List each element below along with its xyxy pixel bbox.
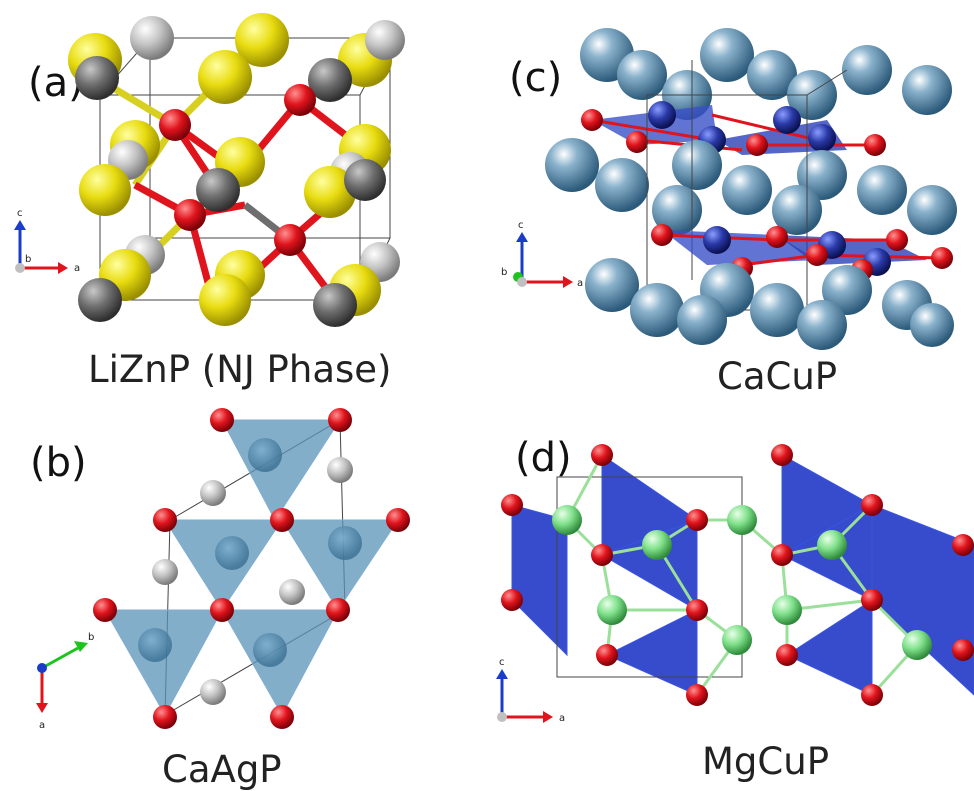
axis-label-c: c: [499, 657, 505, 668]
axes-indicator-b: a b: [36, 632, 94, 731]
panel-b: (b): [0, 395, 487, 791]
crystal-structure-a: c a b: [14, 13, 405, 327]
axis-label-a: a: [559, 713, 565, 724]
panel-c: (c): [487, 0, 974, 398]
unit-cell-d: [556, 476, 743, 678]
atoms-c-mid: [545, 138, 957, 235]
polyhedra-d: [511, 454, 974, 696]
axis-label-c: c: [17, 208, 23, 219]
axes-indicator-a: c a b: [14, 208, 80, 274]
axis-label-b: b: [88, 632, 94, 643]
atoms-a: [68, 13, 405, 327]
caption-b: CaAgP: [162, 748, 282, 791]
axis-label-b: b: [501, 267, 507, 278]
axis-label-a: a: [74, 263, 80, 274]
axes-indicator-c: c a b: [501, 220, 583, 289]
layer-c-1: [581, 101, 886, 156]
panel-label-c: (c): [509, 55, 563, 101]
crystal-structure-c: c a b: [501, 28, 957, 350]
axis-label-a: a: [577, 278, 583, 289]
panel-label-d: (d): [515, 435, 572, 481]
axes-indicator-d: c a: [496, 657, 565, 724]
caption-a: LiZnP (NJ Phase): [88, 348, 392, 391]
atoms-c-top: [580, 28, 952, 120]
atoms-c-bottom: [585, 258, 954, 350]
caption-c: CaCuP: [717, 355, 838, 398]
crystal-structure-b: a b: [36, 408, 410, 731]
crystal-structure-d: c a: [496, 444, 974, 724]
axis-label-c: c: [518, 220, 524, 231]
axis-label-b: b: [25, 254, 31, 265]
panel-d: (d): [487, 395, 974, 787]
atoms-b: [93, 408, 410, 729]
caption-d: MgCuP: [702, 740, 830, 783]
panel-label-b: (b): [30, 440, 87, 486]
axis-label-a: a: [39, 720, 45, 731]
atoms-d: [501, 444, 974, 706]
panel-a: (a): [0, 0, 487, 395]
